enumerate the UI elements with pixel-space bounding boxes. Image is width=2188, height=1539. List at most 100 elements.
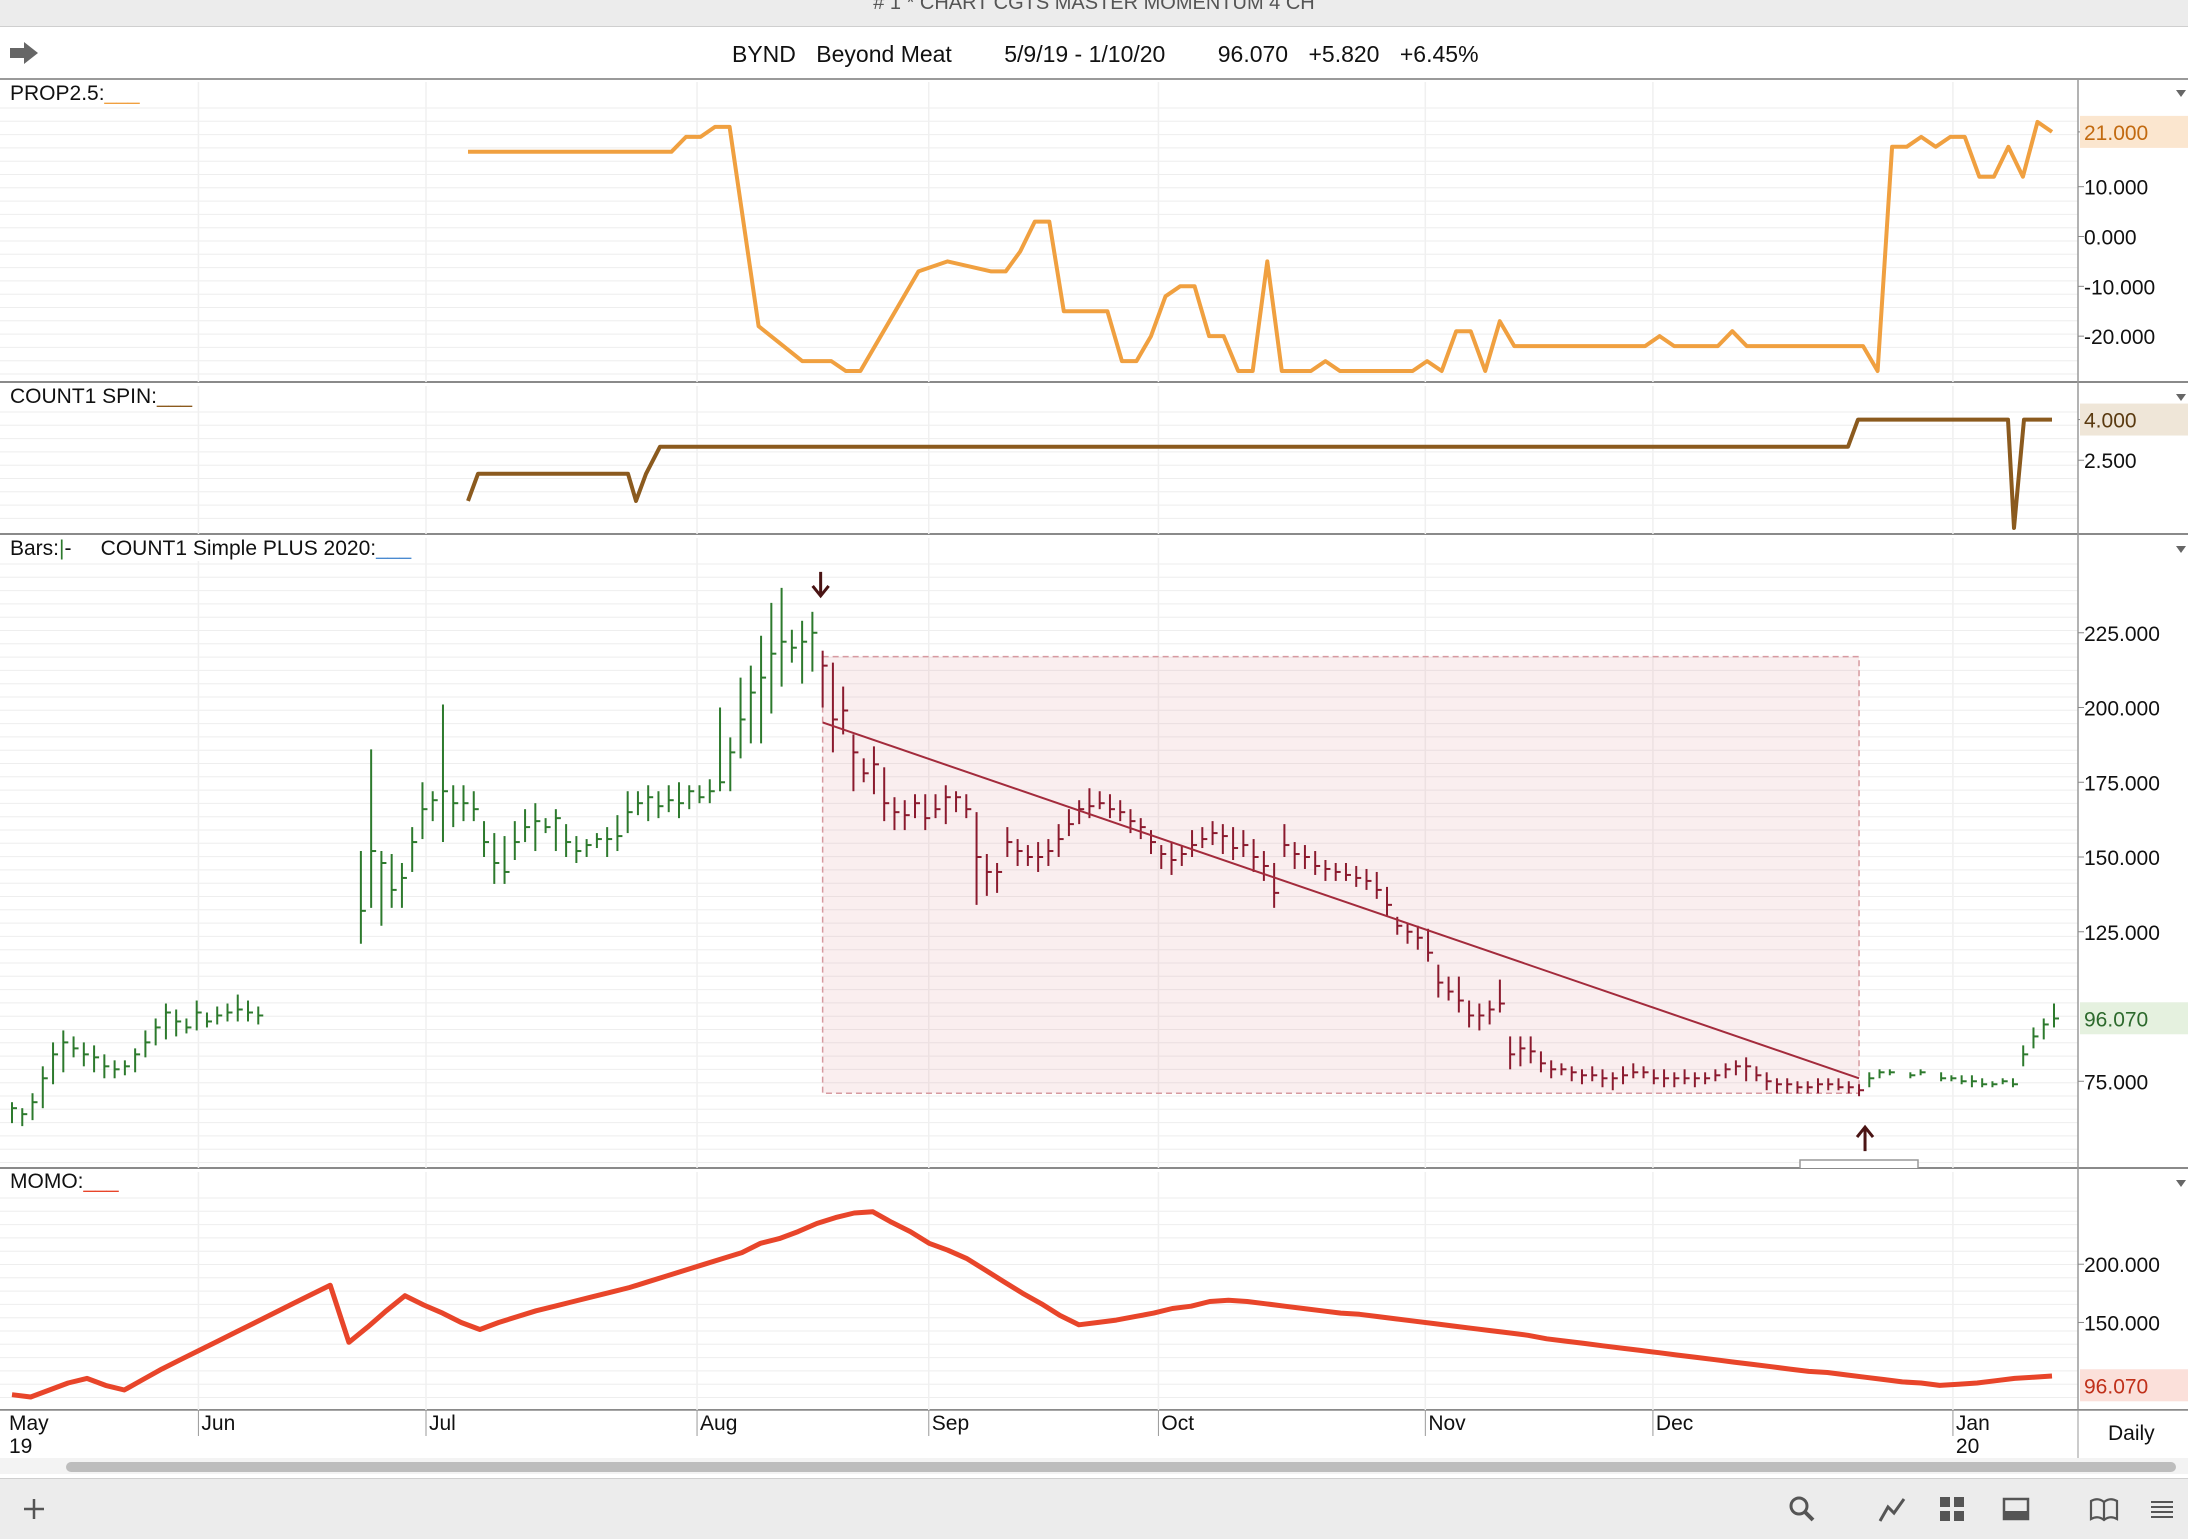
price-bar [1406,922,1413,944]
price-bar [1734,1060,1741,1076]
price-bar [1632,1063,1639,1079]
price-bar [688,785,695,810]
price-bar [1519,1036,1526,1067]
highlight-box [821,655,1860,1094]
price-bar [257,1006,264,1025]
price-bar [1242,830,1249,858]
book-icon[interactable] [2088,1493,2120,1525]
title-bar: # 1 * CHART CGTS MASTER MOMENTUM 4 CH [0,0,2188,27]
price-bar [1303,845,1310,869]
y-tick-label: 0.000 [2084,227,2137,250]
price-bar [1057,824,1064,858]
y-tick-label: 10.000 [2084,177,2148,200]
count-panel-label: COUNT1 SPIN:___ [10,385,197,409]
price-bar [544,818,551,834]
search-icon[interactable] [1786,1493,1818,1525]
price-bar [411,827,418,872]
bars-label-text: Bars: [10,537,60,560]
month-label: Jun [201,1412,235,1435]
price-bar [1139,818,1146,840]
symbol-name: Beyond Meat [816,41,952,67]
price-bar [872,746,879,795]
price-bar [965,794,972,819]
y-tick-label: 200.000 [2084,698,2160,721]
price-bar [185,1018,192,1034]
price-bar [1488,1000,1495,1025]
month-label: Jul [429,1412,456,1435]
price-bar [1180,845,1187,866]
panel-layout-icon[interactable] [2000,1493,2032,1525]
price-bar [1262,851,1269,881]
price-bar [1642,1066,1649,1079]
y-tick-label: 75.000 [2084,1071,2148,1094]
bottom-toolbar [0,1478,2188,1539]
price-bar [72,1036,79,1058]
price-bar [1252,839,1259,872]
price-bar [1755,1066,1762,1082]
price-bar [359,851,366,944]
price-bar [1108,794,1115,819]
price-bar [1098,791,1105,810]
panel-bg [0,1170,2188,1410]
month-label: May [9,1412,49,1435]
prop-label-text: PROP2.5: [10,82,105,105]
plus-icon[interactable] [18,1493,50,1525]
horizontal-scrollbar[interactable] [0,1458,2188,1474]
price-bar [893,797,900,831]
window-title: # 1 * CHART CGTS MASTER MOMENTUM 4 CH [873,0,1315,14]
price-bar [1950,1075,1957,1082]
price-bar [811,611,818,672]
price-change: +5.820 [1308,41,1380,67]
collapse-icon [2176,1180,2186,1187]
bars-panel-label: Bars:|- COUNT1 Simple PLUS 2020:___ [10,537,416,561]
date-range: 5/9/19 - 1/10/20 [1004,41,1166,67]
up-arrow-icon [1855,1124,1875,1152]
price-bar [1232,827,1239,860]
price-bar [996,862,1003,893]
price-bar [195,1000,202,1031]
price-bar [1437,964,1444,998]
chart-line-icon[interactable] [1876,1493,1908,1525]
price-bar [400,862,407,908]
menu-icon[interactable] [2146,1493,2178,1525]
price-bar [390,854,397,908]
price-bar [123,1060,130,1076]
price-bar [2011,1078,2018,1088]
grid-layout-icon[interactable] [1936,1493,1968,1525]
svg-text:21.000: 21.000 [2084,122,2148,145]
price-bar [667,785,674,813]
price-bar [524,809,531,843]
svg-text:4.000: 4.000 [2084,410,2137,433]
price-bar [236,994,243,1022]
y-tick-label: 150.000 [2084,847,2160,870]
y-tick-label: 125.000 [2084,922,2160,945]
y-tick-label: 150.000 [2084,1312,2160,1335]
price-bar [985,854,992,896]
price-bar [2042,1018,2049,1040]
year-label: 19 [9,1435,32,1458]
price-bar [862,758,869,783]
price-bar [903,800,910,831]
price-bar [1796,1081,1803,1094]
count-label-text: COUNT1 SPIN: [10,385,158,408]
panel-bg [0,536,2188,1168]
price-bar [595,833,602,849]
price-bar [1283,824,1290,858]
price-bar [113,1060,120,1079]
price-bar [1775,1078,1782,1094]
back-arrow-icon[interactable] [8,39,40,67]
price-bar [1324,860,1331,881]
count-line [466,417,2052,530]
price-bar [657,791,664,819]
price-bar [380,851,387,926]
price-bar [370,749,377,908]
scroll-thumb[interactable] [66,1462,2176,1472]
price-bar [1529,1036,1536,1064]
price-bar [11,1102,17,1124]
price-bar [205,1012,212,1028]
price-bar [144,1030,151,1058]
price-bar [1591,1066,1598,1082]
price-bar [749,665,756,744]
